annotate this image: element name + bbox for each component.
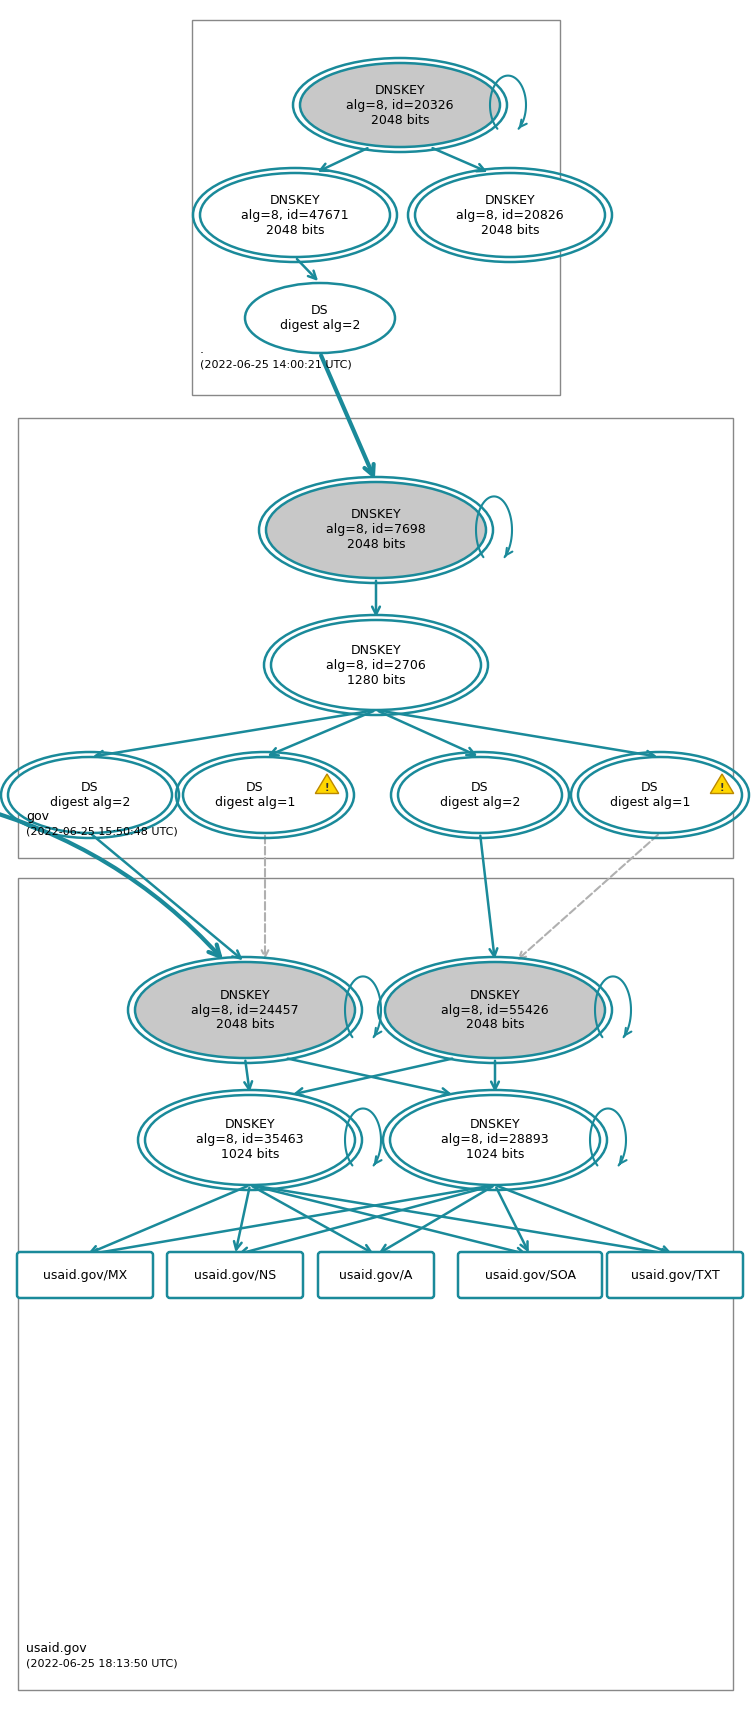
Text: usaid.gov: usaid.gov (26, 1643, 86, 1655)
Ellipse shape (398, 756, 562, 833)
FancyBboxPatch shape (458, 1252, 602, 1299)
Ellipse shape (200, 173, 390, 257)
Text: !: ! (325, 784, 329, 794)
Text: DNSKEY
alg=8, id=35463
1024 bits: DNSKEY alg=8, id=35463 1024 bits (196, 1119, 304, 1162)
Text: DS
digest alg=1: DS digest alg=1 (215, 780, 296, 809)
Polygon shape (711, 773, 734, 794)
Text: DNSKEY
alg=8, id=28893
1024 bits: DNSKEY alg=8, id=28893 1024 bits (441, 1119, 549, 1162)
Ellipse shape (135, 962, 355, 1057)
Text: DNSKEY
alg=8, id=20326
2048 bits: DNSKEY alg=8, id=20326 2048 bits (346, 84, 453, 127)
FancyBboxPatch shape (607, 1252, 743, 1299)
Text: DS
digest alg=1: DS digest alg=1 (610, 780, 690, 809)
Text: DNSKEY
alg=8, id=20826
2048 bits: DNSKEY alg=8, id=20826 2048 bits (456, 193, 564, 236)
Text: DNSKEY
alg=8, id=2706
1280 bits: DNSKEY alg=8, id=2706 1280 bits (326, 643, 426, 686)
Text: DNSKEY
alg=8, id=47671
2048 bits: DNSKEY alg=8, id=47671 2048 bits (241, 193, 349, 236)
Text: DNSKEY
alg=8, id=55426
2048 bits: DNSKEY alg=8, id=55426 2048 bits (441, 989, 549, 1032)
FancyBboxPatch shape (18, 878, 733, 1690)
Text: !: ! (720, 784, 724, 794)
Polygon shape (315, 773, 338, 794)
Ellipse shape (390, 1095, 600, 1186)
FancyBboxPatch shape (192, 21, 560, 395)
Ellipse shape (415, 173, 605, 257)
Text: usaid.gov/SOA: usaid.gov/SOA (484, 1268, 575, 1282)
Text: (2022-06-25 18:13:50 UTC): (2022-06-25 18:13:50 UTC) (26, 1658, 177, 1668)
Text: usaid.gov/TXT: usaid.gov/TXT (631, 1268, 720, 1282)
Text: DNSKEY
alg=8, id=7698
2048 bits: DNSKEY alg=8, id=7698 2048 bits (326, 508, 426, 551)
Text: gov: gov (26, 809, 49, 823)
Text: DNSKEY
alg=8, id=24457
2048 bits: DNSKEY alg=8, id=24457 2048 bits (191, 989, 299, 1032)
Text: DS
digest alg=2: DS digest alg=2 (280, 305, 360, 332)
Ellipse shape (266, 483, 486, 578)
Text: (2022-06-25 15:50:48 UTC): (2022-06-25 15:50:48 UTC) (26, 826, 177, 837)
FancyBboxPatch shape (18, 417, 733, 857)
Ellipse shape (145, 1095, 355, 1186)
Ellipse shape (183, 756, 347, 833)
Text: usaid.gov/A: usaid.gov/A (339, 1268, 413, 1282)
Ellipse shape (8, 756, 172, 833)
FancyBboxPatch shape (17, 1252, 153, 1299)
Text: DS
digest alg=2: DS digest alg=2 (440, 780, 520, 809)
Ellipse shape (271, 619, 481, 710)
FancyBboxPatch shape (167, 1252, 303, 1299)
Text: usaid.gov/NS: usaid.gov/NS (194, 1268, 276, 1282)
Ellipse shape (300, 63, 500, 147)
Ellipse shape (245, 282, 395, 352)
Text: usaid.gov/MX: usaid.gov/MX (43, 1268, 127, 1282)
Text: .: . (200, 342, 204, 356)
Text: DS
digest alg=2: DS digest alg=2 (50, 780, 130, 809)
Text: (2022-06-25 14:00:21 UTC): (2022-06-25 14:00:21 UTC) (200, 359, 352, 370)
FancyBboxPatch shape (318, 1252, 434, 1299)
Ellipse shape (578, 756, 742, 833)
Ellipse shape (385, 962, 605, 1057)
